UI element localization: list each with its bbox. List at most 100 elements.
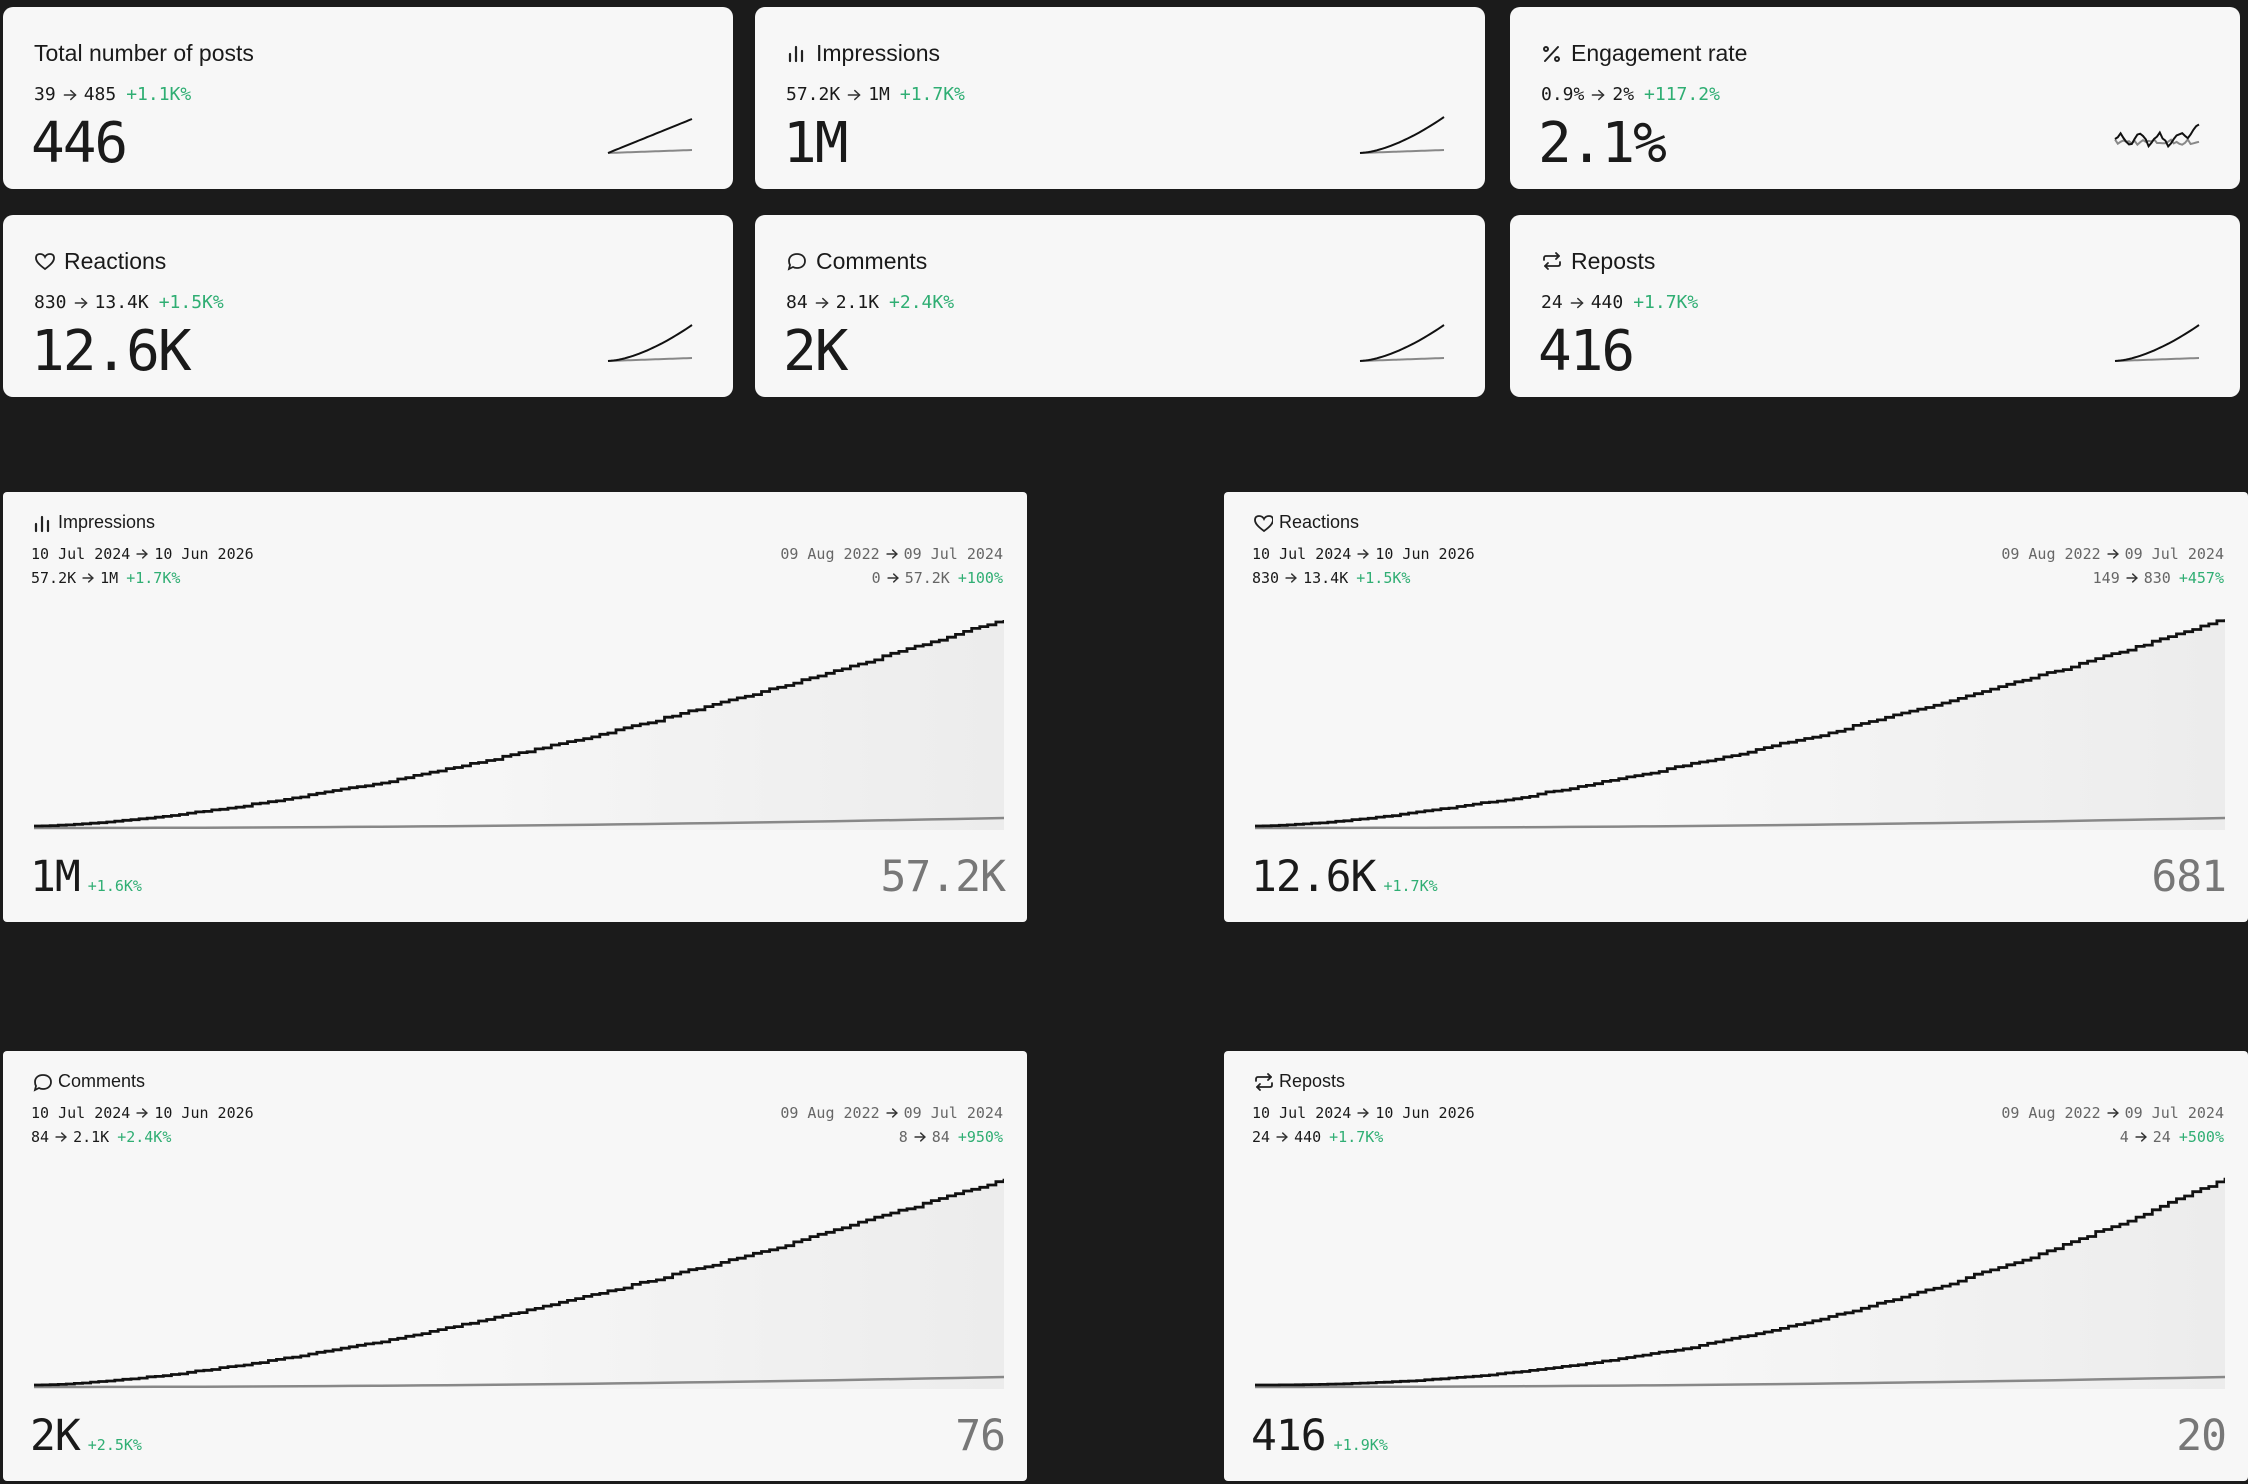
- chart-card: Impressions 10 Jul 2024 10 Jun 2026 57.2K 1M…: [3, 492, 1027, 922]
- previous-range: 09 Aug 2022 09 Jul 2024: [2001, 545, 2224, 563]
- main-value: 2.1%: [1538, 111, 1667, 176]
- previous-to: 24: [2152, 1128, 2171, 1146]
- total-change: +2.5K%: [87, 1436, 142, 1454]
- previous-to: 84: [931, 1128, 950, 1146]
- previous-from: 0: [871, 569, 881, 587]
- stat-card: Comments 84 2.1K +2.4K% 2K: [755, 215, 1485, 397]
- current-from: 830: [1252, 569, 1280, 587]
- total-value: 12.6K: [1251, 852, 1376, 902]
- title-text: Impressions: [816, 40, 940, 66]
- arrow-icon: [815, 297, 829, 308]
- previous-to: 57.2K: [904, 569, 950, 587]
- card-icon: [1543, 45, 1560, 62]
- arrow-icon: [914, 1132, 926, 1142]
- previous-change-row: 4 24 +500%: [2120, 1128, 2224, 1146]
- previous-start: 09 Aug 2022: [2001, 1104, 2101, 1122]
- total-value: 1M: [30, 852, 81, 902]
- change-value: +1.7K%: [1633, 292, 1699, 313]
- title-text: Total number of posts: [34, 40, 254, 66]
- arrow-icon: [2107, 549, 2119, 559]
- previous-total: 681: [2151, 852, 2227, 902]
- chart-card: Comments 10 Jul 2024 10 Jun 2026 84 2.1K +2.4…: [3, 1051, 1027, 1481]
- current-end: 10 Jun 2026: [154, 1104, 254, 1122]
- previous-total: 57.2K: [880, 852, 1006, 902]
- arrow-icon: [2126, 573, 2138, 583]
- previous-to: 830: [2143, 569, 2171, 587]
- current-to: 1M: [100, 569, 119, 587]
- current-end: 10 Jun 2026: [1375, 1104, 1475, 1122]
- to-value: 2.1K: [835, 292, 880, 313]
- change-row: 0.9% 2% +117.2%: [1541, 84, 1720, 105]
- sparkline: [607, 118, 693, 154]
- from-value: 39: [34, 84, 56, 105]
- stat-card: Impressions 57.2K 1M +1.7K% 1M: [755, 7, 1485, 189]
- arrow-icon: [63, 89, 77, 100]
- current-to: 2.1K: [73, 1128, 110, 1146]
- title-text: Comments: [816, 248, 928, 274]
- previous-total: 20: [2176, 1411, 2227, 1461]
- main-value: 446: [31, 111, 128, 176]
- to-value: 440: [1590, 292, 1624, 313]
- change-value: +1.5K%: [158, 292, 224, 313]
- total-change: +1.7K%: [1383, 877, 1438, 895]
- title-text: Reposts: [1279, 1071, 1346, 1091]
- current-to: 13.4K: [1303, 569, 1349, 587]
- arrow-icon: [82, 573, 94, 583]
- current-from: 84: [31, 1128, 50, 1146]
- change-value: +2.4K%: [889, 292, 955, 313]
- previous-start: 09 Aug 2022: [2001, 545, 2101, 563]
- current-change-row: 84 2.1K +2.4K%: [31, 1128, 171, 1146]
- title-text: Engagement rate: [1571, 40, 1748, 66]
- arrow-icon: [1570, 297, 1584, 308]
- current-change: +1.7K%: [126, 569, 181, 587]
- card-title: Reactions: [34, 248, 166, 275]
- current-range: 10 Jul 2024 10 Jun 2026: [31, 545, 254, 563]
- previous-total: 76: [955, 1411, 1006, 1461]
- previous-change: +100%: [957, 569, 1003, 587]
- previous-from: 8: [898, 1128, 908, 1146]
- current-from: 24: [1252, 1128, 1271, 1146]
- previous-from: 149: [2092, 569, 2120, 587]
- total-row: 12.6K +1.7K%: [1251, 852, 1438, 902]
- arrow-icon: [136, 1108, 148, 1118]
- card-title: Impressions: [786, 40, 940, 67]
- current-to: 440: [1294, 1128, 1322, 1146]
- change-row: 57.2K 1M +1.7K%: [786, 84, 965, 105]
- arrow-icon: [74, 297, 87, 308]
- card-title: Engagement rate: [1541, 40, 1747, 67]
- current-from: 57.2K: [31, 569, 77, 587]
- title-text: Reposts: [1571, 248, 1656, 274]
- arrow-icon: [136, 549, 148, 559]
- card-title: Impressions: [32, 512, 155, 533]
- card-icon: [788, 45, 804, 62]
- previous-change: +950%: [957, 1128, 1003, 1146]
- title-text: Comments: [58, 1071, 146, 1091]
- total-row: 416 +1.9K%: [1251, 1411, 1388, 1461]
- from-value: 57.2K: [786, 84, 841, 105]
- current-change-row: 24 440 +1.7K%: [1252, 1128, 1383, 1146]
- current-range: 10 Jul 2024 10 Jun 2026: [31, 1104, 254, 1122]
- change-row: 84 2.1K +2.4K%: [786, 292, 954, 313]
- previous-change-row: 8 84 +950%: [899, 1128, 1003, 1146]
- card-title: Reposts: [1541, 248, 1655, 275]
- arrow-icon: [886, 1108, 898, 1118]
- current-change-row: 830 13.4K +1.5K%: [1252, 569, 1410, 587]
- title-text: Impressions: [58, 512, 156, 532]
- current-start: 10 Jul 2024: [31, 1104, 131, 1122]
- previous-range: 09 Aug 2022 09 Jul 2024: [780, 545, 1003, 563]
- card-title: Comments: [32, 1071, 145, 1092]
- stat-card: Reactions 830 13.4K +1.5K% 12.6K: [3, 215, 733, 397]
- from-value: 0.9%: [1541, 84, 1585, 105]
- from-value: 24: [1541, 292, 1563, 313]
- change-value: +1.1K%: [126, 84, 192, 105]
- previous-end: 09 Jul 2024: [903, 545, 1003, 563]
- to-value: 13.4K: [94, 292, 149, 313]
- main-value: 12.6K: [31, 319, 192, 384]
- trend-chart: [34, 1178, 1004, 1389]
- arrow-icon: [847, 89, 861, 100]
- current-change: +2.4K%: [117, 1128, 172, 1146]
- current-end: 10 Jun 2026: [1375, 545, 1475, 563]
- previous-change-row: 149 830 +457%: [2093, 569, 2224, 587]
- main-value: 416: [1538, 319, 1635, 384]
